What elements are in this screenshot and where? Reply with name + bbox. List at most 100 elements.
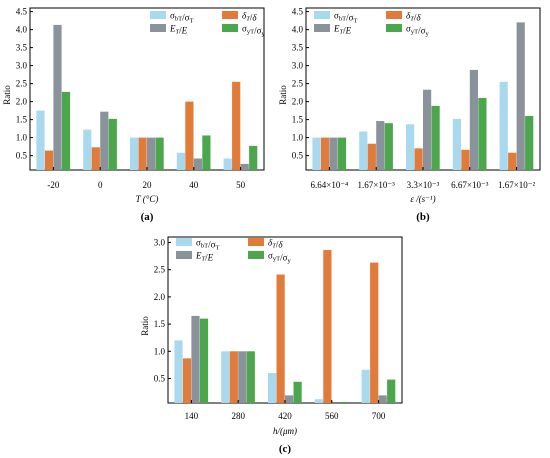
legend-swatch xyxy=(314,11,330,19)
x-tick-label: 280 xyxy=(231,411,245,421)
y-tick-label: 0.5 xyxy=(16,151,28,161)
bar-3-280 xyxy=(238,351,247,403)
y-tick-label: 2.5 xyxy=(16,79,28,89)
legend-swatch xyxy=(248,251,264,259)
y-tick-label: 4.0 xyxy=(16,25,28,35)
x-tick-label: 3.3×10⁻³ xyxy=(407,180,440,190)
panel-label: (c) xyxy=(279,443,292,455)
bar-1-40 xyxy=(176,152,185,170)
bar-1-20 xyxy=(130,137,139,170)
y-tick-label: 1.0 xyxy=(16,133,28,143)
legend-swatch xyxy=(386,24,402,32)
legend-label: σbT/σT xyxy=(170,11,193,25)
bar-1--20 xyxy=(36,110,45,170)
bar-4-40 xyxy=(202,135,211,170)
y-tick-label: 0.5 xyxy=(154,374,166,384)
legend-label: ET/E xyxy=(169,24,188,36)
bar-3-20 xyxy=(147,137,156,170)
legend-swatch xyxy=(222,11,238,19)
legend-swatch xyxy=(176,238,192,246)
bar-2-420 xyxy=(276,274,285,403)
y-tick-label: 4.5 xyxy=(292,7,304,17)
legend: σbT/σT δT/δ ET/E σyT/σy xyxy=(176,238,291,265)
legend-label: σyT/σy xyxy=(406,24,429,38)
bar-2-280 xyxy=(229,351,238,403)
x-tick-label: 6.64×10⁻⁴ xyxy=(311,180,349,190)
bar-4-6.64×10⁻⁴ xyxy=(337,137,347,170)
bar-4-3.3×10⁻³ xyxy=(431,105,440,170)
legend-swatch xyxy=(386,11,402,19)
legend-label: ET/E xyxy=(333,24,352,36)
bar-1-700 xyxy=(361,369,370,403)
bar-3-1.67×10⁻² xyxy=(516,22,525,171)
legend-label: δT/δ xyxy=(242,11,257,23)
y-tick-label: 2.5 xyxy=(292,79,304,89)
x-tick-label: 560 xyxy=(325,411,339,421)
y-tick-label: 1.5 xyxy=(292,115,304,125)
bar-3-700 xyxy=(378,395,387,403)
x-tick-label: -20 xyxy=(47,180,59,190)
bar-1-140 xyxy=(174,340,183,403)
x-tick-label: 6.67×10⁻³ xyxy=(451,180,489,190)
legend-swatch xyxy=(176,251,192,259)
y-axis-label: Ratio xyxy=(140,316,150,336)
bar-2-20 xyxy=(138,137,147,170)
bar-1-420 xyxy=(268,373,277,403)
chart-panel-1: 0.5 1.0 1.5 2.0 2.5 3.0 3.5 4.0 4.5 Ratio -20 0 20 40… xyxy=(2,7,265,223)
x-tick-label: 420 xyxy=(278,411,292,421)
y-axis-label: Ratio xyxy=(278,85,288,105)
bar-3-40 xyxy=(193,158,202,170)
y-tick-label: 1.5 xyxy=(16,115,28,125)
bar-2-50 xyxy=(232,81,241,170)
legend-swatch xyxy=(150,11,166,19)
bar-4-700 xyxy=(387,379,396,403)
bar-3-140 xyxy=(191,315,200,403)
panel-label: (a) xyxy=(141,211,154,223)
chart-panel-3: 0.5 1.0 1.5 2.0 2.5 3.0 Ratio 140 280 420 560 700 h/… xyxy=(140,236,403,455)
bar-1-0 xyxy=(83,129,92,170)
bar-2-6.67×10⁻³ xyxy=(461,149,470,170)
y-tick-label: 4.0 xyxy=(292,25,304,35)
legend-label: σbT/σT xyxy=(196,238,219,252)
bar-1-3.3×10⁻³ xyxy=(406,124,415,170)
bar-3-0 xyxy=(100,111,109,170)
bar-3-6.64×10⁻⁴ xyxy=(329,137,338,170)
legend-swatch xyxy=(248,238,264,246)
legend-swatch xyxy=(150,24,166,32)
legend: σbT/σT δT/δ ET/E σyT/σy xyxy=(150,11,265,38)
bar-1-1.67×10⁻³ xyxy=(359,131,368,170)
y-tick-label: 3.5 xyxy=(16,43,28,53)
bar-2-1.67×10⁻² xyxy=(508,152,517,170)
chart-panel-2: 0.5 1.0 1.5 2.0 2.5 3.0 3.5 4.0 4.5 Ratio 6.64×10⁻… xyxy=(278,7,541,223)
y-tick-label: 2.5 xyxy=(154,265,166,275)
y-tick-label: 2.0 xyxy=(292,97,304,107)
bar-3--20 xyxy=(53,24,62,171)
legend-swatch xyxy=(222,24,238,32)
bar-2-40 xyxy=(185,101,194,170)
legend-label: δT/δ xyxy=(406,11,421,23)
bar-3-1.67×10⁻³ xyxy=(376,121,385,170)
bar-3-3.3×10⁻³ xyxy=(423,89,432,170)
legend-label: σbT/σT xyxy=(334,11,357,25)
bar-2-700 xyxy=(370,262,379,403)
y-tick-label: 4.5 xyxy=(16,7,28,17)
x-tick-label: 1.67×10⁻² xyxy=(498,180,536,190)
x-tick-label: 40 xyxy=(189,180,199,190)
bar-4-0 xyxy=(108,118,117,170)
y-tick-label: 3.0 xyxy=(154,237,166,247)
bar-4-1.67×10⁻³ xyxy=(384,123,393,170)
bar-4-280 xyxy=(246,351,255,403)
x-tick-label: 50 xyxy=(236,180,246,190)
bar-1-1.67×10⁻² xyxy=(499,81,508,170)
y-tick-label: 1.5 xyxy=(154,319,166,329)
x-axis-label: T (°C) xyxy=(136,194,159,204)
x-tick-label: 700 xyxy=(372,411,386,421)
bar-1-6.64×10⁻⁴ xyxy=(312,137,321,170)
legend-label: δT/δ xyxy=(268,238,283,250)
y-tick-label: 2.0 xyxy=(16,97,28,107)
bar-4-6.67×10⁻³ xyxy=(478,98,487,170)
legend-label: σyT/σy xyxy=(242,24,265,38)
bar-3-420 xyxy=(285,395,294,403)
x-tick-label: 0 xyxy=(98,180,103,190)
